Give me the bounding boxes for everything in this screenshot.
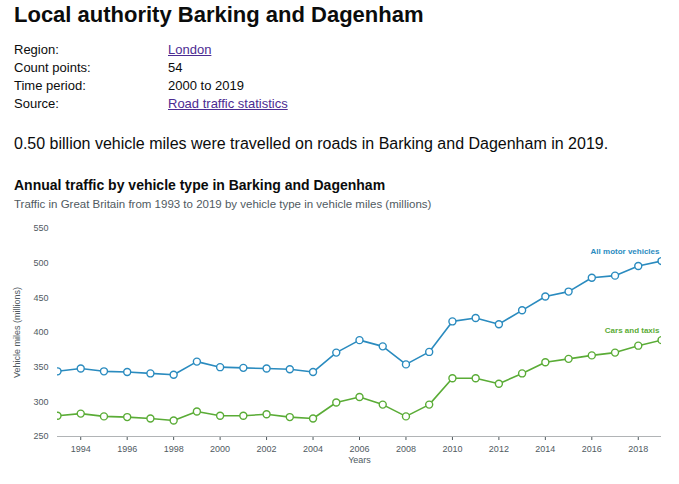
html-text:Local authority Barking and Da: Local authority Barking and Dagenham <box>14 2 424 27</box>
svg-text:2012: 2012 <box>489 444 509 454</box>
svg-text:2008: 2008 <box>396 444 416 454</box>
svg-text:250: 250 <box>33 431 48 441</box>
svg-text:2000: 2000 <box>210 444 230 454</box>
svg-text:Years: Years <box>348 455 371 465</box>
svg-text:450: 450 <box>33 293 48 303</box>
svg-text:2016: 2016 <box>582 444 602 454</box>
html-text:Count points:: Count points: <box>14 60 91 75</box>
svg-text:2018: 2018 <box>628 444 648 454</box>
html-text:Annual traffic by vehicle type: Annual traffic by vehicle type in Barkin… <box>14 177 386 193</box>
svg-text:2006: 2006 <box>349 444 369 454</box>
svg-text:2014: 2014 <box>535 444 555 454</box>
svg-text:All motor vehicles: All motor vehicles <box>591 247 660 256</box>
html-text:0.50 billion vehicle miles wer: 0.50 billion vehicle miles were travelle… <box>14 135 609 152</box>
svg-text:2004: 2004 <box>303 444 323 454</box>
svg-text:1998: 1998 <box>164 444 184 454</box>
html-text:Traffic in Great Britain from: Traffic in Great Britain from 1993 to 20… <box>14 198 432 210</box>
svg-text:350: 350 <box>33 362 48 372</box>
html-text:Time period:: Time period: <box>14 78 86 93</box>
svg-text:500: 500 <box>33 258 48 268</box>
html-text:London: London <box>168 42 212 57</box>
svg-text:300: 300 <box>33 397 48 407</box>
html-text:54: 54 <box>168 60 183 75</box>
svg-text:1994: 1994 <box>71 444 91 454</box>
html-text:2000 to 2019: 2000 to 2019 <box>168 78 244 93</box>
svg-text:Cars and taxis: Cars and taxis <box>605 326 660 335</box>
html-text:Region:: Region: <box>14 42 59 57</box>
svg-text:Vehicle miles (millions): Vehicle miles (millions) <box>12 287 22 378</box>
html-text:Source:: Source: <box>14 96 59 111</box>
svg-text:1996: 1996 <box>117 444 137 454</box>
svg-text:2002: 2002 <box>257 444 277 454</box>
svg-text:550: 550 <box>33 223 48 233</box>
svg-text:400: 400 <box>33 327 48 337</box>
svg-text:2010: 2010 <box>442 444 462 454</box>
html-text:Road traffic statistics: Road traffic statistics <box>168 96 288 111</box>
